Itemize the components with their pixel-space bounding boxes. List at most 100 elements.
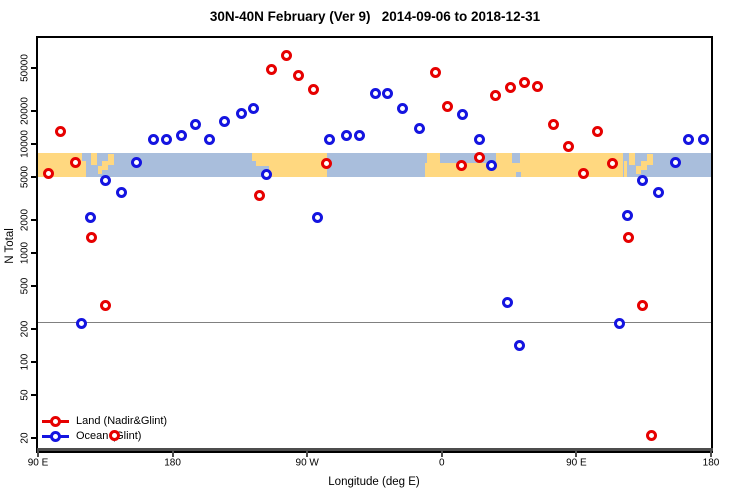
ocean-data-point	[219, 116, 231, 128]
ocean-data-point	[621, 210, 633, 222]
x-tick-label: 90 E	[27, 457, 49, 469]
land-data-point	[645, 430, 657, 442]
ocean-data-point	[204, 134, 216, 146]
ocean-data-point	[370, 88, 382, 100]
ocean-data-point	[312, 212, 324, 224]
map-band-land-segment	[256, 152, 327, 177]
ocean-data-point	[473, 134, 485, 146]
ocean-data-point	[614, 318, 626, 330]
ocean-data-point	[669, 156, 681, 168]
y-tick-mark	[31, 284, 36, 287]
ocean-data-point	[75, 318, 87, 330]
ocean-data-point	[189, 119, 201, 131]
y-tick-mark	[31, 393, 36, 396]
land-data-point	[548, 119, 560, 131]
y-tick-label: 50000	[19, 54, 31, 82]
land-data-point	[606, 157, 618, 169]
map-band-land-segment	[97, 166, 103, 175]
reference-line	[38, 321, 711, 324]
y-tick-label: 50	[19, 389, 31, 401]
x-tick-mark	[575, 451, 578, 457]
ocean-data-point	[161, 134, 173, 146]
x-axis-line	[37, 448, 713, 451]
land-data-point	[430, 67, 442, 79]
ocean-data-point	[397, 103, 409, 115]
ocean-data-point	[324, 134, 336, 146]
plot-area	[36, 36, 713, 453]
ocean-data-point	[457, 109, 469, 121]
y-tick-label: 100	[19, 353, 31, 371]
x-tick-label: 0	[439, 457, 445, 469]
y-tick-mark	[31, 110, 36, 113]
ocean-data-point	[485, 159, 497, 171]
land-data-point	[69, 156, 81, 168]
legend-land-circle-icon	[50, 415, 61, 427]
map-band-land-segment	[640, 161, 647, 170]
ocean-data-point	[131, 156, 143, 168]
land-data-point	[591, 126, 603, 138]
map-band-ocean-patch	[512, 152, 521, 163]
map-band-land-segment	[108, 154, 115, 165]
land-data-point	[442, 101, 454, 113]
ocean-data-point	[698, 134, 710, 146]
y-tick-mark	[31, 219, 36, 222]
x-tick-mark	[171, 451, 174, 457]
ocean-data-point	[683, 134, 695, 146]
y-tick-label: 1000	[19, 241, 31, 265]
x-tick-label: 90 E	[566, 457, 587, 469]
y-tick-label: 20000	[19, 97, 31, 126]
land-data-point	[99, 299, 111, 311]
y-tick-mark	[31, 437, 36, 439]
legend-ocean-circle-icon	[50, 430, 61, 442]
land-data-point	[54, 126, 66, 138]
map-band-land-segment	[623, 161, 628, 177]
y-tick-label: 20	[19, 432, 31, 444]
y-tick-mark	[31, 328, 36, 331]
land-data-point	[505, 82, 517, 94]
land-data-point	[532, 80, 543, 92]
x-tick-mark	[306, 451, 309, 457]
y-tick-label: 5000	[19, 165, 31, 188]
y-tick-label: 10000	[19, 130, 31, 158]
ocean-data-point	[176, 129, 188, 141]
chart-title: 30N-40N February (Ver 9) 2014-09-06 to 2…	[209, 9, 541, 24]
land-data-point	[578, 167, 590, 179]
land-data-point	[307, 83, 319, 95]
ocean-data-point	[84, 212, 96, 224]
map-band-land-segment	[495, 152, 624, 177]
y-tick-mark	[31, 360, 36, 363]
x-tick-mark	[37, 451, 39, 457]
x-tick-mark	[440, 451, 443, 457]
y-axis-title: N Total	[4, 228, 16, 264]
land-data-point	[636, 299, 648, 311]
land-data-point	[86, 231, 98, 243]
y-tick-mark	[31, 251, 36, 254]
y-tick-label: 2000	[19, 209, 31, 232]
land-data-point	[321, 158, 333, 170]
ocean-data-point	[116, 186, 128, 198]
map-band-ocean-patch	[515, 171, 522, 177]
legend-land-label: Land (Nadir&Glint)	[76, 415, 168, 427]
ocean-data-point	[514, 340, 526, 352]
land-data-point	[473, 151, 485, 163]
map-band-land-segment	[646, 154, 653, 165]
y-tick-label: 500	[19, 277, 31, 295]
ocean-data-point	[502, 297, 514, 309]
land-data-point	[292, 69, 304, 81]
ocean-data-point	[413, 122, 425, 134]
land-data-point	[563, 140, 575, 152]
y-tick-mark	[31, 66, 36, 69]
land-data-point	[490, 89, 502, 101]
y-tick-mark	[31, 143, 36, 146]
map-band-land-segment	[636, 166, 641, 175]
ocean-data-point	[235, 108, 247, 120]
ocean-data-point	[99, 175, 111, 187]
ocean-data-point	[636, 175, 648, 187]
x-tick-label: 180	[702, 457, 720, 469]
land-data-point	[265, 64, 277, 76]
land-data-point	[42, 167, 54, 179]
x-tick-label: 90 W	[295, 457, 319, 469]
land-data-point	[253, 189, 265, 201]
x-tick-label: 180	[164, 457, 181, 469]
